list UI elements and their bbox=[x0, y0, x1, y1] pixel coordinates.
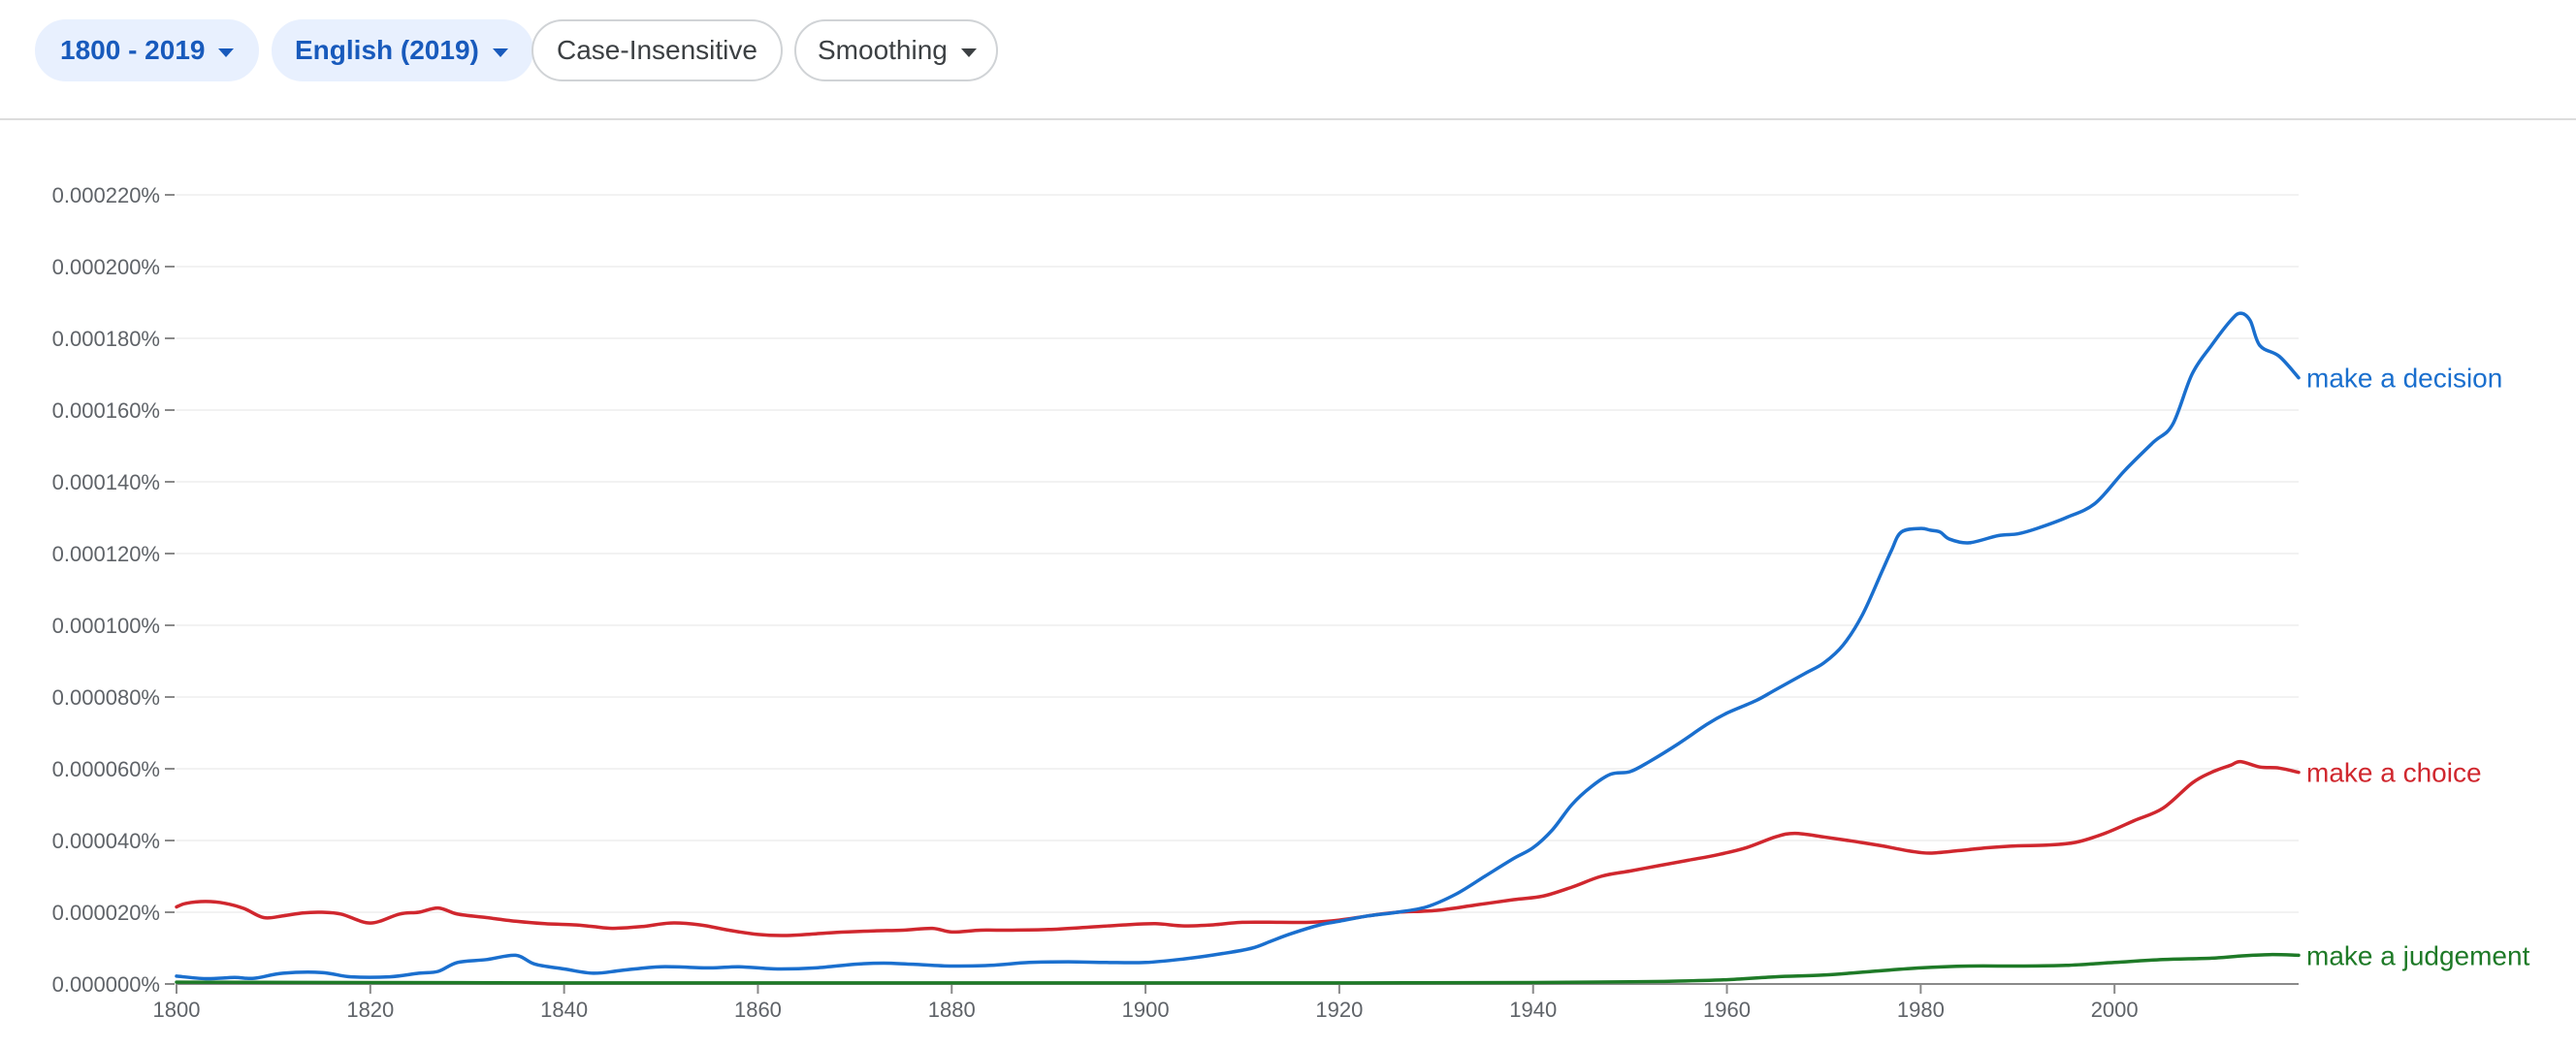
y-tick-label: 0.000020% bbox=[52, 901, 160, 925]
series-labels: make a judgement make a choice make a deci… bbox=[2306, 364, 2530, 971]
year-range-dropdown[interactable]: 1800 - 2019 bbox=[35, 19, 260, 81]
y-tick-label: 0.000180% bbox=[52, 327, 160, 351]
grid-lines bbox=[177, 194, 2299, 913]
x-tick-label: 1860 bbox=[734, 998, 782, 1022]
x-tick-label: 1840 bbox=[540, 998, 588, 1022]
y-tick-label: 0.000100% bbox=[52, 614, 160, 638]
y-tick-label: 0.000160% bbox=[52, 398, 160, 423]
series-label-make-a-choice[interactable]: make a choice bbox=[2306, 758, 2482, 788]
case-insensitive-toggle[interactable]: Case-Insensitive bbox=[531, 19, 783, 81]
y-tick-label: 0.000000% bbox=[52, 972, 160, 997]
x-tick-label: 1980 bbox=[1897, 998, 1945, 1022]
smoothing-dropdown[interactable]: Smoothing bbox=[794, 19, 998, 81]
x-tick-label: 1900 bbox=[1122, 998, 1170, 1022]
y-tick-label: 0.000140% bbox=[52, 470, 160, 494]
axes: 0.000000% 0.000020% 0.000040% 0.000060% 0.00… bbox=[52, 183, 2299, 1022]
y-tick-label: 0.000120% bbox=[52, 542, 160, 566]
x-tick-label: 2000 bbox=[2091, 998, 2139, 1022]
chevron-down-icon bbox=[492, 48, 508, 57]
y-tick-label: 0.000040% bbox=[52, 829, 160, 853]
x-tick-label: 1960 bbox=[1703, 998, 1751, 1022]
y-tick-label: 0.000220% bbox=[52, 183, 160, 207]
series-line-make-a-decision[interactable] bbox=[175, 311, 2301, 981]
series-label-make-a-decision[interactable]: make a decision bbox=[2306, 364, 2502, 394]
x-tick-label: 1800 bbox=[153, 998, 201, 1022]
x-tick-label: 1920 bbox=[1315, 998, 1363, 1022]
x-tick-label: 1880 bbox=[928, 998, 976, 1022]
series-line-make-a-choice[interactable] bbox=[175, 759, 2301, 937]
series-line-make-a-judgement[interactable] bbox=[175, 952, 2301, 985]
case-insensitive-label: Case-Insensitive bbox=[557, 35, 757, 65]
corpus-dropdown[interactable]: English (2019) bbox=[272, 19, 533, 81]
x-tick-label: 1820 bbox=[346, 998, 394, 1022]
series-label-make-a-judgement[interactable]: make a judgement bbox=[2306, 940, 2530, 970]
y-tick-label: 0.000200% bbox=[52, 255, 160, 279]
chevron-down-icon bbox=[960, 48, 977, 57]
y-tick-label: 0.000080% bbox=[52, 685, 160, 710]
series-lines bbox=[175, 311, 2301, 985]
y-tick-label: 0.000060% bbox=[52, 757, 160, 781]
ngram-line-chart: 0.000000% 0.000020% 0.000040% 0.000060% 0.00… bbox=[52, 183, 2530, 1022]
x-tick-label: 1940 bbox=[1509, 998, 1557, 1022]
chevron-down-icon bbox=[218, 48, 235, 57]
smoothing-label: Smoothing bbox=[818, 35, 948, 65]
toolbar: 1800 - 2019 English (2019) Case-Insensit… bbox=[0, 0, 2576, 120]
corpus-label: English (2019) bbox=[295, 35, 479, 65]
year-range-label: 1800 - 2019 bbox=[60, 35, 206, 65]
